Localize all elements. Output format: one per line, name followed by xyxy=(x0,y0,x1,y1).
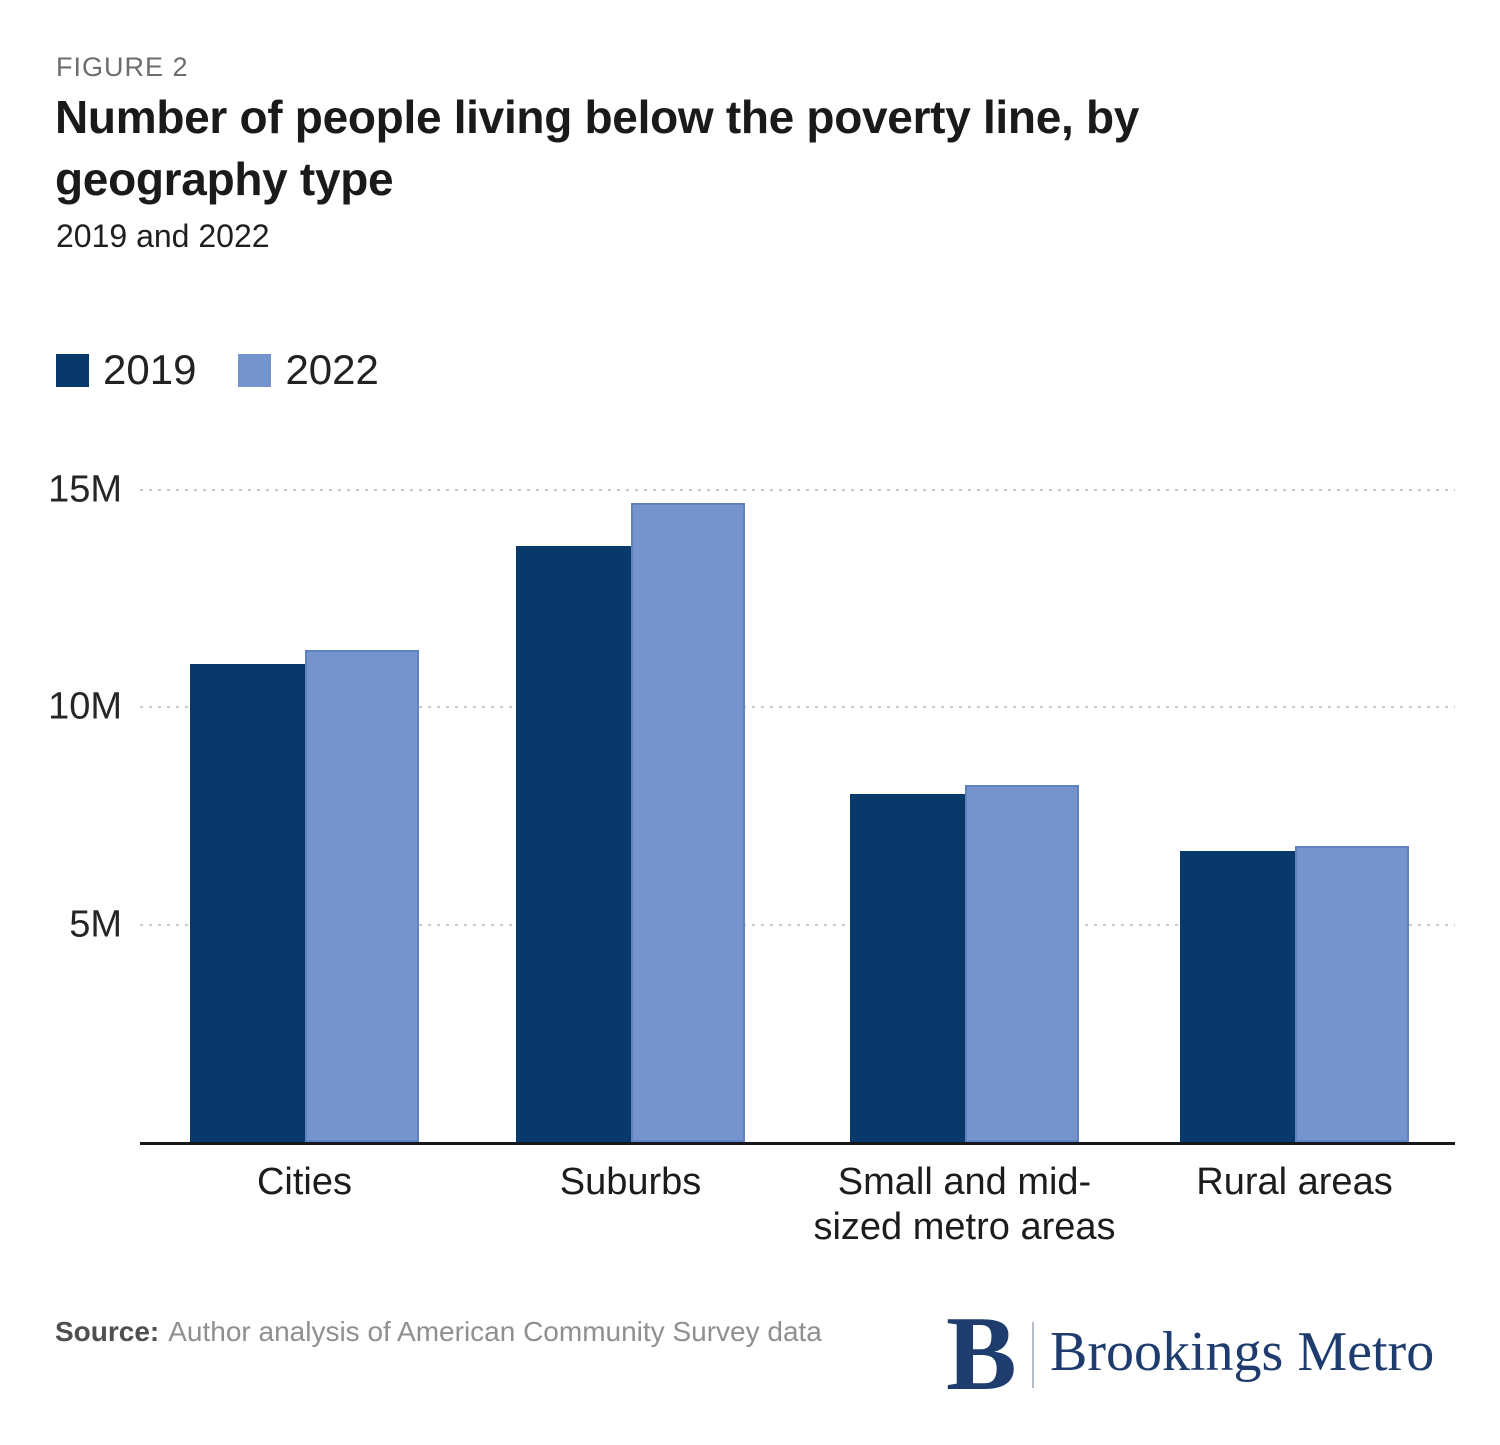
bar-group-3 xyxy=(850,440,1079,1142)
logo-divider xyxy=(1032,1322,1034,1388)
y-tick-label-10M: 10M xyxy=(48,685,122,728)
legend-label: 2019 xyxy=(103,346,197,393)
figure-label: FIGURE 2 xyxy=(56,52,189,82)
bar-2022-cities xyxy=(304,650,419,1142)
brookings-metro-logo: B Brookings Metro xyxy=(946,1295,1456,1412)
brookings-monogram: B xyxy=(946,1295,1017,1412)
bar-2019-rural-areas xyxy=(1180,850,1295,1142)
bar-2022-rural-areas xyxy=(1294,846,1409,1142)
y-tick-label-15M: 15M xyxy=(48,468,122,510)
bar-2019-small-and-mid-sized-metro-areas xyxy=(850,794,965,1142)
y-tick-label-5M: 5M xyxy=(69,903,122,945)
bar-2022-suburbs xyxy=(630,502,745,1142)
grouped-bar-chart: 5M 10M 15M Cities Suburbs Small and mid-sized… xyxy=(48,440,1455,1248)
chart-legend: 2019 2022 xyxy=(56,346,379,394)
x-axis-label-1: Cities xyxy=(256,1161,353,1203)
gridline-10M: 10M xyxy=(48,686,1455,728)
legend-item-2022: 2022 xyxy=(238,346,379,394)
gridline-5M: 5M xyxy=(69,903,1455,945)
bar-group-1 xyxy=(190,440,419,1142)
source-label: Source: xyxy=(55,1316,160,1347)
brookings-metro-wordmark: Brookings Metro xyxy=(1050,1321,1435,1383)
source-note: Source: Author analysis of American Commu… xyxy=(55,1316,822,1348)
bar-group-4 xyxy=(1180,440,1409,1142)
x-axis-label-3: Small and mid-sized metro areas xyxy=(813,1161,1116,1248)
legend-swatch-2022 xyxy=(238,353,272,387)
bar-2019-cities xyxy=(190,663,305,1142)
figure-title: Number of people living below the povert… xyxy=(55,91,1140,205)
x-axis-label-2: Suburbs xyxy=(559,1161,702,1203)
figure-subtitle: 2019 and 2022 xyxy=(56,218,270,254)
legend-swatch-2019 xyxy=(56,353,89,387)
legend-label: 2022 xyxy=(285,346,379,393)
legend-item-2019: 2019 xyxy=(56,346,196,394)
x-axis-label-4: Rural areas xyxy=(1196,1161,1393,1203)
source-text: Author analysis of American Community Su… xyxy=(168,1316,822,1347)
bar-2019-suburbs xyxy=(516,546,631,1142)
gridline-15M: 15M xyxy=(48,468,1455,510)
bar-2022-small-and-mid-sized-metro-areas xyxy=(964,785,1079,1142)
bar-group-2 xyxy=(516,440,745,1142)
